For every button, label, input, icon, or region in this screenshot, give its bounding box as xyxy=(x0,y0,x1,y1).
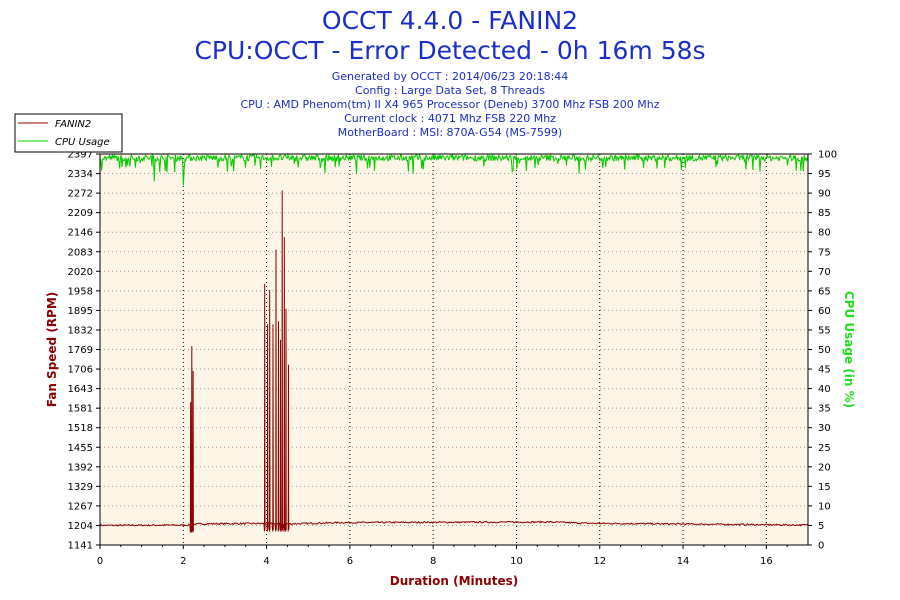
info-generated: Generated by OCCT : 2014/06/23 20:18:44 xyxy=(331,70,569,83)
y-tick-label: 2209 xyxy=(68,208,93,219)
y2-tick-label: 5 xyxy=(818,521,824,532)
y2-tick-label: 55 xyxy=(818,325,831,336)
y2-tick-label: 80 xyxy=(818,228,831,239)
y2-tick-label: 0 xyxy=(818,541,824,552)
y2-tick-label: 75 xyxy=(818,247,831,258)
y-tick-label: 1518 xyxy=(68,423,93,434)
fanin2-line xyxy=(99,190,809,533)
y-tick-label: 2146 xyxy=(68,228,93,239)
x-tick-label: 0 xyxy=(97,556,103,567)
chart-subtitle: CPU:OCCT - Error Detected - 0h 16m 58s xyxy=(194,36,706,65)
y-tick-label: 2334 xyxy=(68,169,93,180)
y2-tick-label: 90 xyxy=(818,189,831,200)
fanin2-series xyxy=(99,190,809,533)
y-tick-label: 1204 xyxy=(68,521,93,532)
x-tick-label: 12 xyxy=(593,556,606,567)
y-tick-label: 1329 xyxy=(68,482,93,493)
y-tick-label: 1643 xyxy=(68,384,93,395)
x-tick-label: 10 xyxy=(510,556,523,567)
y2-tick-label: 65 xyxy=(818,286,831,297)
y-axis-label: Fan Speed (RPM) xyxy=(45,292,59,408)
info-motherboard: MotherBoard : MSI: 870A-G54 (MS-7599) xyxy=(337,126,563,139)
y-tick-label: 2083 xyxy=(68,247,93,258)
y-tick-label: 1267 xyxy=(68,501,93,512)
y2-tick-label: 25 xyxy=(818,443,831,454)
y-tick-label: 1832 xyxy=(68,325,93,336)
x-tick-label: 2 xyxy=(180,556,186,567)
y-tick-label: 2397 xyxy=(68,150,93,161)
y2-tick-label: 50 xyxy=(818,345,831,356)
x-tick-label: 8 xyxy=(430,556,436,567)
x-tick-label: 4 xyxy=(263,556,269,567)
y2-tick-label: 45 xyxy=(818,365,831,376)
y2-tick-label: 35 xyxy=(818,404,831,415)
x-axis-label: Duration (Minutes) xyxy=(390,574,518,588)
cpu-usage-line xyxy=(99,152,809,186)
y2-tick-label: 95 xyxy=(818,169,831,180)
legend-label-cpu-usage: CPU Usage xyxy=(55,137,110,148)
info-config: Config : Large Data Set, 8 Threads xyxy=(355,84,545,97)
x-tick-label: 16 xyxy=(760,556,773,567)
x-tick-label: 6 xyxy=(347,556,353,567)
x-axis-ticks: 0 2 4 6 8 10 12 14 16 xyxy=(97,545,788,567)
y-axis-ticks: 1141 1204 1267 1329 1392 1455 1518 1581 1643 1706… xyxy=(68,150,100,552)
y-tick-label: 1706 xyxy=(68,365,93,376)
y2-axis-label: CPU Usage (in %) xyxy=(842,291,856,408)
y-tick-label: 1769 xyxy=(68,345,93,356)
y-tick-label: 1958 xyxy=(68,286,93,297)
info-clock: Current clock : 4071 Mhz FSB 220 Mhz xyxy=(344,112,556,125)
y2-tick-label: 40 xyxy=(818,384,831,395)
y-tick-label: 2020 xyxy=(68,267,93,278)
y2-tick-label: 10 xyxy=(818,501,831,512)
y-tick-label: 1455 xyxy=(68,443,93,454)
y2-tick-label: 85 xyxy=(818,208,831,219)
y-tick-label: 1895 xyxy=(68,306,93,317)
y2-tick-label: 60 xyxy=(818,306,831,317)
y2-tick-label: 70 xyxy=(818,267,831,278)
y-tick-label: 1141 xyxy=(68,541,93,552)
y-tick-label: 1581 xyxy=(68,404,93,415)
chart-title: OCCT 4.4.0 - FANIN2 xyxy=(321,6,579,35)
legend: FANIN2 CPU Usage xyxy=(14,113,123,153)
y2-tick-label: 100 xyxy=(818,150,837,161)
x-tick-label: 14 xyxy=(677,556,690,567)
cpu-usage-series xyxy=(99,152,809,186)
y-tick-label: 2272 xyxy=(68,189,93,200)
info-cpu: CPU : AMD Phenom(tm) II X4 965 Processor… xyxy=(240,98,660,111)
y2-tick-label: 20 xyxy=(818,462,831,473)
legend-label-fanin2: FANIN2 xyxy=(55,119,91,130)
y2-tick-label: 30 xyxy=(818,423,831,434)
y2-axis-ticks: 0 5 10 15 20 25 30 35 40 45 50 55 60 65 70 75 80 85 90 95 10… xyxy=(808,150,837,552)
y2-tick-label: 15 xyxy=(818,482,831,493)
plot-area xyxy=(100,154,808,545)
y-tick-label: 1392 xyxy=(68,462,93,473)
legend-box xyxy=(14,113,123,153)
